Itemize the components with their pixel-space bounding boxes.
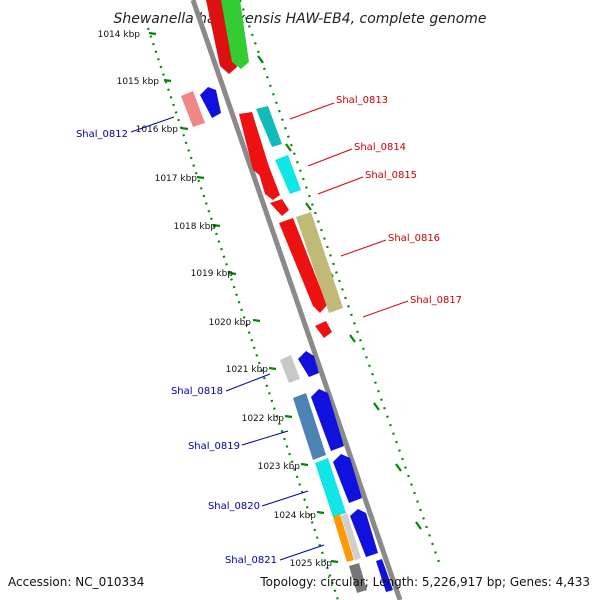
gene-arrow: [257, 164, 280, 200]
kbp-label: 1015 kbp: [117, 77, 160, 87]
genome-summary-text: Topology: circular; Length: 5,226,917 bp…: [259, 575, 590, 589]
gene-label-shal-0815: Shal_0815: [365, 170, 417, 181]
gene-label-shal-0817: Shal_0817: [410, 295, 462, 306]
gene-arrow: [275, 155, 301, 194]
gene-label-shal-0813: Shal_0813: [336, 95, 388, 106]
gene-arrow: [349, 563, 367, 593]
gene-arrow: [298, 351, 319, 377]
kbp-label: 1017 kbp: [155, 174, 198, 184]
reverse-gene-labels: Shal_0812 Shal_0818 Shal_0819 Shal_0820 …: [76, 129, 277, 566]
gene-arrow: [206, 0, 237, 74]
gene-arrow: [350, 509, 378, 557]
gene-arrow: [341, 513, 361, 561]
gene-arrow: [293, 393, 326, 460]
kbp-label: 1025 kbp: [290, 559, 333, 569]
map-title: Shewanella halifaxensis HAW-EB4, complet…: [113, 11, 486, 27]
gene-arrow: [181, 91, 205, 127]
gene-label-shal-0819: Shal_0819: [188, 441, 240, 452]
kbp-label: 1019 kbp: [191, 269, 234, 279]
gene-arrow: [239, 112, 270, 177]
reverse-strand-genes: [181, 87, 393, 593]
gene-arrow: [280, 355, 300, 383]
gene-arrow: [315, 321, 332, 338]
gene-label-shal-0816: Shal_0816: [388, 233, 440, 244]
gene-arrow: [296, 212, 343, 313]
forward-strand-genes: [206, 0, 343, 338]
gene-arrow: [333, 454, 362, 503]
gene-arrow: [270, 199, 289, 216]
kbp-label: 1021 kbp: [226, 365, 269, 375]
kbp-label: 1024 kbp: [274, 511, 317, 521]
gene-arrow: [376, 559, 393, 592]
kbp-label: 1020 kbp: [209, 318, 252, 328]
gene-arrow: [315, 458, 346, 517]
gene-arrow: [200, 87, 221, 118]
gene-label-shal-0812: Shal_0812: [76, 129, 128, 140]
gene-arrow: [333, 514, 354, 562]
kbp-label: 1016 kbp: [136, 125, 179, 135]
outer-tick-ring: [238, 0, 442, 566]
accession-text: Accession: NC_010334: [8, 575, 144, 589]
kbp-labels: 1014 kbp 1015 kbp 1016 kbp 1017 kbp 1018…: [98, 30, 333, 569]
kbp-label: 1018 kbp: [174, 222, 217, 232]
kbp-ticks: [148, 31, 339, 564]
forward-label-leaders: [289, 102, 409, 318]
kbp-label: 1014 kbp: [98, 30, 141, 40]
gene-arrow: [279, 218, 327, 313]
gene-arrow: [256, 106, 282, 147]
forward-gene-labels: Shal_0813 Shal_0814 Shal_0815 Shal_0816 …: [336, 95, 462, 306]
kbp-label: 1023 kbp: [258, 462, 301, 472]
gene-label-shal-0818: Shal_0818: [171, 386, 223, 397]
gene-arrow: [221, 0, 249, 69]
gene-label-shal-0820: Shal_0820: [208, 501, 260, 512]
gene-label-shal-0814: Shal_0814: [354, 142, 406, 153]
genome-backbone: [190, 0, 403, 600]
gene-label-shal-0821: Shal_0821: [225, 555, 277, 566]
gene-arrow: [311, 389, 344, 451]
kbp-label: 1022 kbp: [242, 414, 285, 424]
reverse-label-leaders: [130, 116, 325, 561]
